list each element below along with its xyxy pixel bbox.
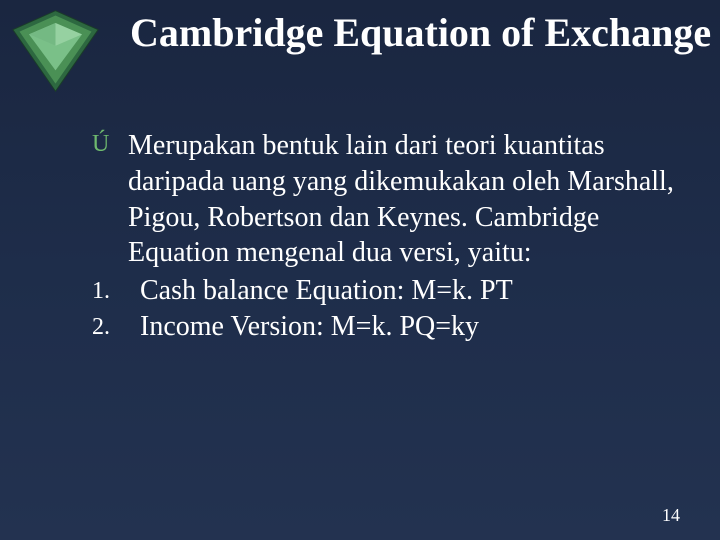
numbered-item: 2. Income Version: M=k. PQ=ky <box>90 309 685 345</box>
number-marker: 2. <box>90 309 140 345</box>
number-text: Income Version: M=k. PQ=ky <box>140 309 685 345</box>
number-text: Cash balance Equation: M=k. PT <box>140 273 685 309</box>
number-marker: 1. <box>90 273 140 309</box>
slide-logo <box>8 6 103 96</box>
bullet-item: Ú Merupakan bentuk lain dari teori kuant… <box>90 128 685 271</box>
slide-content: Ú Merupakan bentuk lain dari teori kuant… <box>90 128 685 345</box>
page-number: 14 <box>662 505 680 526</box>
slide-title: Cambridge Equation of Exchange <box>130 10 711 56</box>
numbered-item: 1. Cash balance Equation: M=k. PT <box>90 273 685 309</box>
bullet-marker: Ú <box>90 128 128 160</box>
bullet-text: Merupakan bentuk lain dari teori kuantit… <box>128 128 685 271</box>
